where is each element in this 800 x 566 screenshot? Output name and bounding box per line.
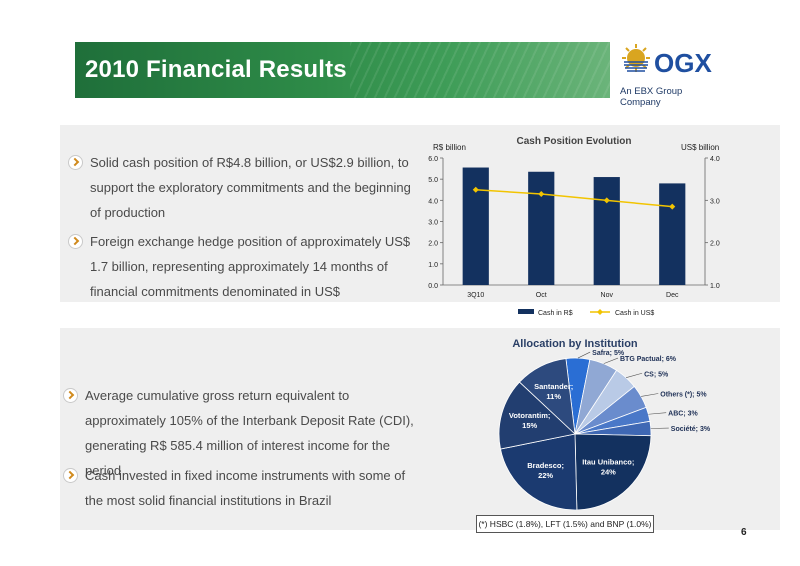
ogx-logo: OGX xyxy=(622,44,712,78)
y2-tick-label: 4.0 xyxy=(710,156,720,163)
x-tick-label: Dec xyxy=(666,292,679,299)
pie-title: Allocation by Institution xyxy=(512,338,638,350)
pie-slice xyxy=(500,433,578,510)
page-number: 6 xyxy=(741,527,747,538)
line-point xyxy=(472,186,479,193)
line-point xyxy=(538,190,545,197)
y-axis-label: R$ billion xyxy=(433,143,466,152)
bullet-fixed-income: Cash invested in fixed income instrument… xyxy=(63,463,420,513)
bullet-text: Solid cash position of R$4.8 billion, or… xyxy=(90,155,411,220)
legend-swatch-bar xyxy=(518,309,534,314)
chart-title: Cash Position Evolution xyxy=(516,136,631,147)
leader-line xyxy=(603,357,619,364)
title-banner xyxy=(75,42,610,98)
y2-axis-label: US$ billion xyxy=(681,143,719,152)
bar xyxy=(593,177,620,285)
chevron-right-icon xyxy=(68,155,83,170)
leader-line xyxy=(641,393,659,397)
y-tick-label: 6.0 xyxy=(428,156,438,163)
y-tick-label: 1.0 xyxy=(428,262,438,269)
chevron-right-icon xyxy=(63,388,78,403)
y2-tick-label: 2.0 xyxy=(710,241,720,248)
bar xyxy=(528,171,555,285)
bullet-fx-hedge: Foreign exchange hedge position of appro… xyxy=(68,229,420,304)
y2-tick-label: 1.0 xyxy=(710,283,720,290)
page-title: 2010 Financial Results xyxy=(85,56,347,83)
leader-line xyxy=(648,412,667,415)
bullet-text: Foreign exchange hedge position of appro… xyxy=(90,234,411,299)
banner-pattern xyxy=(350,42,610,98)
bar xyxy=(659,183,686,285)
pie-slice xyxy=(574,433,652,510)
pie-slice xyxy=(498,381,576,450)
pie-slice-label: Itau Unibanco; 24% xyxy=(582,457,634,476)
pie-slice-label: Others (*); 5% xyxy=(660,391,707,398)
cash-position-chart: Cash Position Evolution R$ billion US$ bil… xyxy=(428,136,720,317)
pie-slice-label: Safra; 5% xyxy=(592,350,625,357)
leader-line xyxy=(625,372,643,379)
pie-slice xyxy=(518,358,576,436)
y-tick-label: 2.0 xyxy=(428,241,438,248)
bullet-text: Cash invested in fixed income instrument… xyxy=(85,468,406,508)
legend-marker xyxy=(597,309,603,315)
legend-label: Cash in R$ xyxy=(538,310,573,317)
pie-footnote: (*) HSBC (1.8%), LFT (1.5%) and BNP (1.0… xyxy=(476,515,654,533)
x-tick-label: Nov xyxy=(601,292,614,299)
chevron-right-icon xyxy=(68,234,83,249)
pie-slice-label: Votorantim; 15% xyxy=(509,411,551,430)
logo-sun-icon xyxy=(622,44,650,72)
pie-slice-label: BTG Pactual; 6% xyxy=(620,356,677,363)
pie-slice-label: Bradesco; 22% xyxy=(527,461,564,480)
chevron-right-icon xyxy=(63,468,78,483)
bullet-gross-return: Average cumulative gross return equivale… xyxy=(63,383,420,483)
pie-slice-label: Société; 3% xyxy=(671,426,711,433)
legend-label: Cash in US$ xyxy=(615,310,654,317)
bar xyxy=(462,167,489,285)
y2-tick-label: 3.0 xyxy=(710,198,720,205)
pie-slice-label: ABC; 3% xyxy=(668,411,698,418)
leader-line xyxy=(577,351,591,359)
bullet-text: Average cumulative gross return equivale… xyxy=(85,388,414,478)
line-series-cash-usd xyxy=(475,189,673,208)
y-tick-label: 5.0 xyxy=(428,177,438,184)
y-tick-label: 0.0 xyxy=(428,283,438,290)
pie-slice-label: CS; 5% xyxy=(644,371,669,378)
pie-slice-label: Santander; 11% xyxy=(534,382,573,401)
allocation-panel xyxy=(60,328,780,530)
logo-wordmark: OGX xyxy=(654,48,712,78)
y-tick-label: 4.0 xyxy=(428,198,438,205)
line-point xyxy=(669,203,676,210)
x-tick-label: Oct xyxy=(536,292,547,299)
line-point xyxy=(603,197,610,204)
y-tick-label: 3.0 xyxy=(428,220,438,227)
logo-tagline: An EBX Group Company xyxy=(620,86,683,108)
x-tick-label: 3Q10 xyxy=(467,292,484,299)
bullet-cash-position: Solid cash position of R$4.8 billion, or… xyxy=(68,150,420,225)
